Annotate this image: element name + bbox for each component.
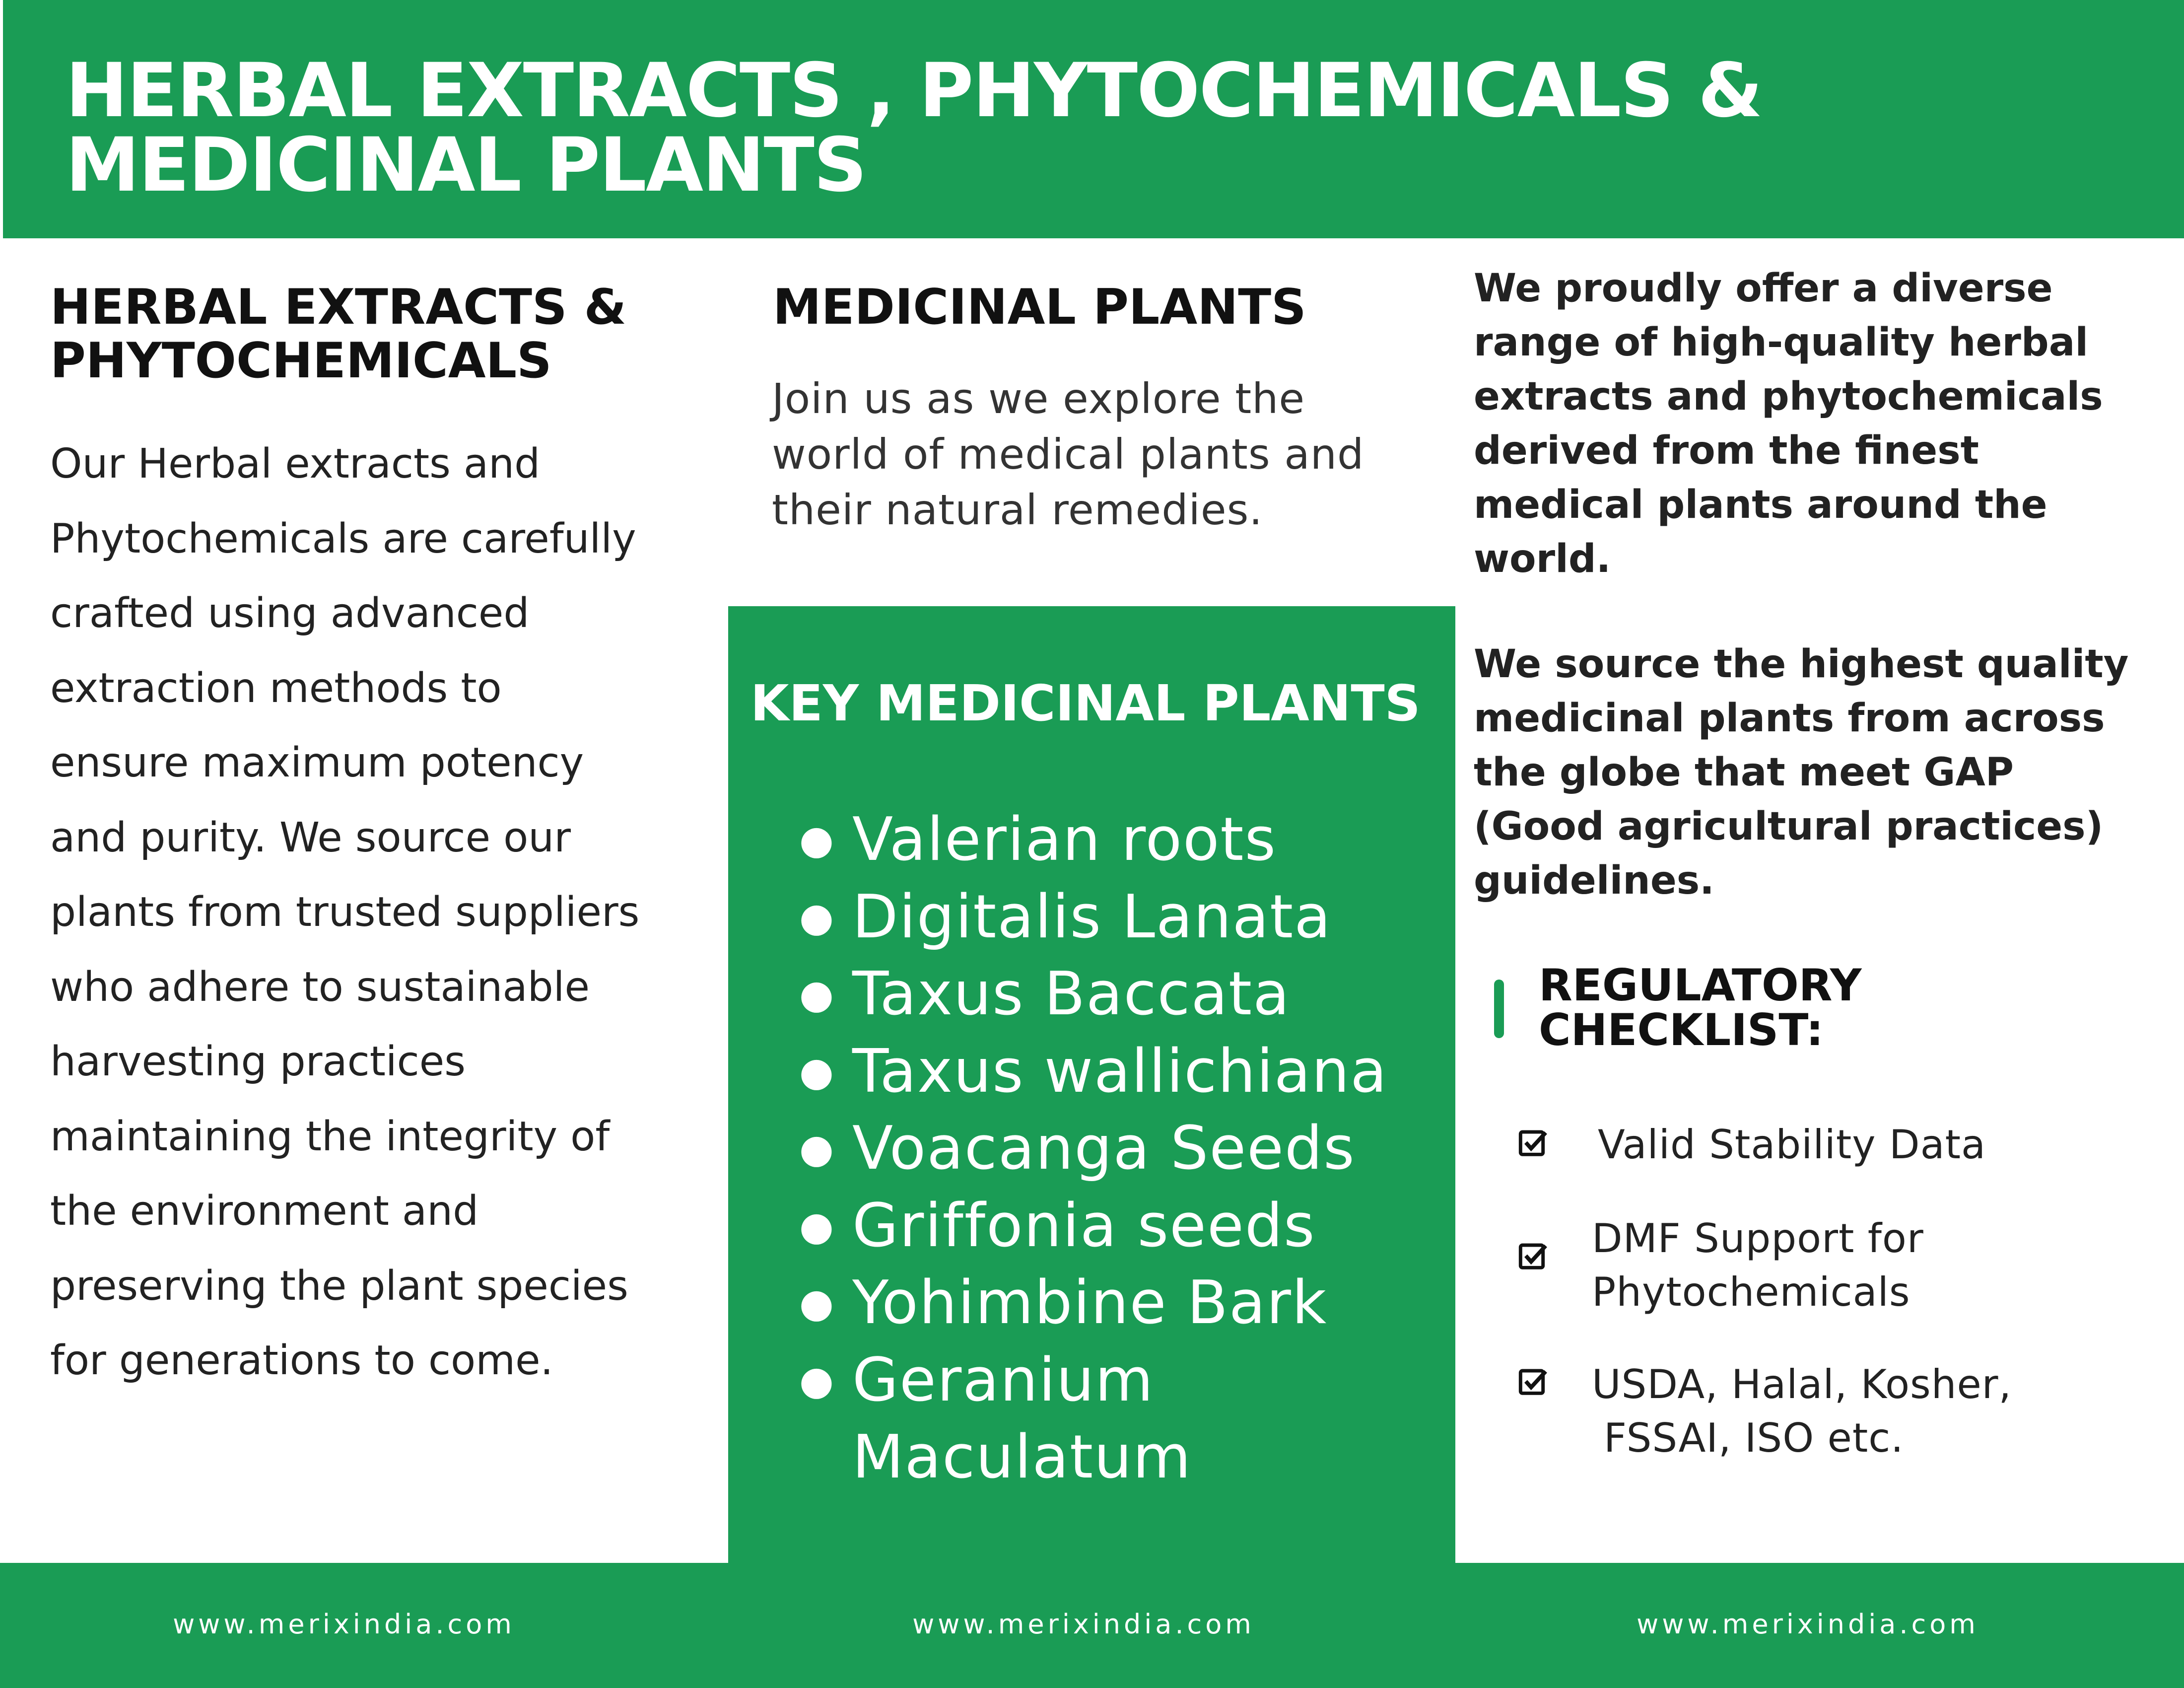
body-line: medicinal plants from across [1474,696,2105,741]
checkbox-checked-icon [1518,1243,1547,1269]
website-link[interactable]: www.merixindia.com [912,1609,1255,1640]
body-line: guidelines. [1474,858,1714,903]
body-line: We source the highest quality [1474,642,2129,687]
body-line: the globe that meet GAP [1474,750,2014,795]
title-line: HERBAL EXTRACTS , PHYTOCHEMICALS & [66,48,1763,134]
list-item: ● Digitalis Lanata [799,879,1388,956]
bullet-icon: ● [799,1280,835,1326]
body-line: We proudly offer a diverse [1474,266,2053,311]
checklist-item: Valid Stability Data [1598,1118,1986,1172]
key-plants-panel [728,606,1455,1563]
medicinal-plants-heading: MEDICINAL PLANTS [773,279,1306,336]
heading-line: REGULATORY [1539,960,1862,1011]
header-banner [3,0,2184,238]
body-line: plants from trusted suppliers [50,889,640,936]
plant-name: Yohimbine Bark [852,1268,1328,1337]
herbal-extracts-heading: HERBAL EXTRACTS & PHYTOCHEMICALS [50,281,626,388]
heading-line: CHECKLIST: [1539,1004,1824,1055]
body-line: Our Herbal extracts and [50,440,541,488]
medicinal-plants-intro: Join us as we explore the world of medic… [772,371,1364,538]
key-plants-heading: KEY MEDICINAL PLANTS [751,674,1421,732]
checkbox-checked-icon [1518,1369,1547,1395]
checklist-text: Phytochemicals [1592,1269,1911,1315]
plant-name: Taxus wallichiana [852,1037,1388,1106]
bullet-icon: ● [799,894,835,940]
herbal-extracts-body: Our Herbal extracts and Phytochemicals a… [50,427,639,1399]
list-item: ● Valerian roots [799,801,1388,879]
footer-banner [0,1563,2184,1688]
body-line: preserving the plant species [50,1262,628,1310]
list-item: ● Griffonia seeds [799,1188,1388,1265]
checklist-text: DMF Support for [1592,1215,1924,1262]
checklist-item-continuation: FSSAI, ISO etc. [1604,1415,1904,1461]
list-item: ● Voacanga Seeds [799,1110,1388,1188]
plant-name: Griffonia seeds [852,1191,1316,1261]
website-link[interactable]: www.merixindia.com [173,1609,515,1640]
body-line: derived from the finest [1474,428,1979,473]
checklist-text: Valid Stability Data [1598,1122,1986,1168]
heading-line: HERBAL EXTRACTS & [50,279,627,336]
bullet-icon: ● [799,1202,835,1249]
body-line: extraction methods to [50,664,502,712]
body-line: ensure maximum potency [50,739,584,786]
page-title: HERBAL EXTRACTS , PHYTOCHEMICALS & MEDIC… [66,48,1763,209]
body-line: crafted using advanced [50,590,530,637]
title-line: MEDICINAL PLANTS [66,122,867,209]
plant-name: Valerian roots [852,805,1277,874]
body-line: Join us as we explore the [772,374,1305,423]
body-line: medical plants around the [1474,483,2048,527]
body-line: Phytochemicals are carefully [50,515,636,563]
list-item: ● Geranium Maculatum [799,1342,1388,1496]
plant-name: Digitalis Lanata [852,882,1332,952]
regulatory-checklist-heading: REGULATORY CHECKLIST: [1539,963,1861,1053]
body-line: world. [1474,537,1611,581]
plant-name: Geranium [852,1345,1155,1415]
list-item: ● Taxus Baccata [799,956,1388,1033]
bullet-icon: ● [799,1125,835,1172]
bullet-icon: ● [799,1048,835,1095]
offer-paragraph: We proudly offer a diverse range of high… [1474,262,2103,586]
list-item: ● Taxus wallichiana [799,1033,1388,1111]
body-line: for generations to come. [50,1337,553,1384]
body-line: harvesting practices [50,1038,466,1085]
sourcing-paragraph: We source the highest quality medicinal … [1474,637,2129,908]
body-line: who adhere to sustainable [50,963,590,1011]
body-line: maintaining the integrity of [50,1113,610,1160]
body-line: the environment and [50,1188,479,1235]
checklist-item: USDA, Halal, Kosher, [1592,1361,2012,1407]
plant-name: Maculatum [852,1423,1192,1492]
body-line: their natural remedies. [772,486,1263,534]
checklist-item: DMF Support for Phytochemicals [1592,1212,1924,1319]
bullet-icon: ● [799,1357,835,1404]
plant-name: Voacanga Seeds [852,1114,1356,1183]
accent-bar [1494,980,1504,1038]
body-line: (Good agricultural practices) [1474,804,2104,849]
checkbox-checked-icon [1518,1130,1547,1156]
body-line: extracts and phytochemicals [1474,374,2103,419]
body-line: and purity. We source our [50,814,571,861]
list-item: ● Yohimbine Bark [799,1265,1388,1342]
body-line: range of high-quality herbal [1474,320,2089,365]
bullet-icon: ● [799,817,835,863]
body-line: world of medical plants and [772,430,1365,479]
heading-line: PHYTOCHEMICALS [50,333,552,389]
plant-name: Taxus Baccata [852,960,1291,1029]
website-link[interactable]: www.merixindia.com [1637,1609,1979,1640]
bullet-icon: ● [799,971,835,1017]
key-plants-list: ● Valerian roots ● Digitalis Lanata ● Taxus… [799,801,1388,1496]
